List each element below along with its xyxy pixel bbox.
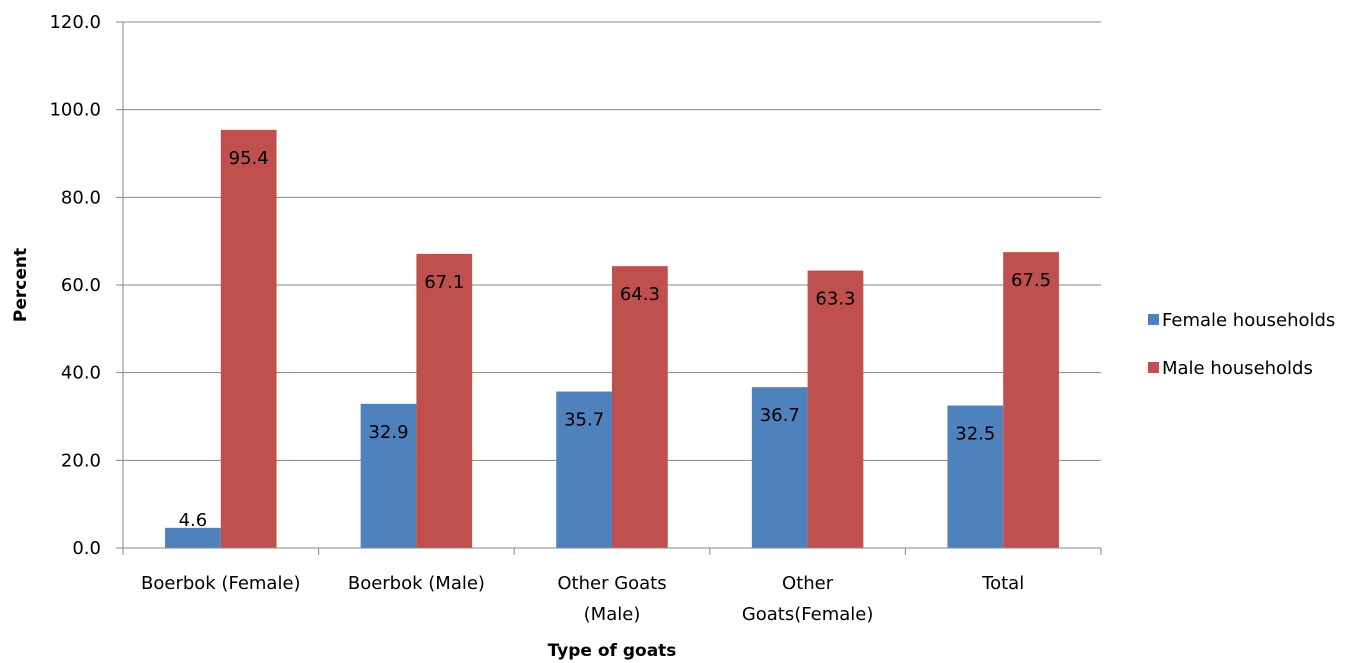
bar-male <box>807 270 864 548</box>
legend-label: Male households <box>1162 358 1313 379</box>
data-label: 67.5 <box>1011 270 1051 291</box>
x-axis-title: Type of goats <box>548 641 677 661</box>
data-label: 63.3 <box>815 289 855 310</box>
bar-male <box>612 266 668 548</box>
y-tick-label: 60.0 <box>61 275 101 296</box>
bar-male <box>220 129 277 548</box>
data-label: 32.5 <box>955 424 995 445</box>
bar-female <box>947 405 1004 548</box>
legend-swatch <box>1148 314 1159 325</box>
x-category-label: Other Goats <box>557 573 666 594</box>
legend-label: Female households <box>1162 310 1335 331</box>
y-tick-label: 120.0 <box>49 12 101 33</box>
bar-female <box>165 527 221 548</box>
y-tick-labels: 0.0 20.0 40.0 60.0 80.0 100.0 120.0 <box>49 12 101 559</box>
x-category-label: Other <box>782 573 834 594</box>
x-category-label: (Male) <box>584 604 641 625</box>
bar-female <box>556 391 612 548</box>
y-tick-label: 20.0 <box>61 450 101 471</box>
data-label: 67.1 <box>424 272 464 293</box>
bar-female <box>360 403 417 548</box>
bar-male <box>416 253 473 548</box>
y-tick-label: 40.0 <box>61 363 101 384</box>
y-tick-label: 0.0 <box>72 538 101 559</box>
data-label: 35.7 <box>564 410 604 431</box>
axes <box>122 22 1102 555</box>
bars <box>165 129 1059 548</box>
bar-female <box>751 387 808 548</box>
data-label: 4.6 <box>179 510 208 531</box>
data-label: 64.3 <box>620 284 660 305</box>
bar-male <box>1003 252 1059 548</box>
x-category-label: Boerbok (Female) <box>141 573 301 594</box>
y-tick-label: 100.0 <box>49 100 101 121</box>
data-label: 32.9 <box>368 422 408 443</box>
x-category-labels: Boerbok (Female) Boerbok (Male) Other Goat… <box>141 573 1024 625</box>
data-label: 95.4 <box>229 148 269 169</box>
y-axis-title: Percent <box>11 248 31 322</box>
data-label: 36.7 <box>760 405 800 426</box>
x-category-label: Total <box>981 573 1024 594</box>
data-labels: 4.6 32.9 35.7 36.7 32.5 95.4 67.1 64.3 63.3 67.5 <box>179 148 1052 531</box>
x-category-label: Goats(Female) <box>742 604 874 625</box>
legend: Female households Male households <box>1148 310 1335 379</box>
legend-swatch <box>1148 362 1159 373</box>
x-category-label: Boerbok (Male) <box>348 573 485 594</box>
y-tick-label: 80.0 <box>61 187 101 208</box>
